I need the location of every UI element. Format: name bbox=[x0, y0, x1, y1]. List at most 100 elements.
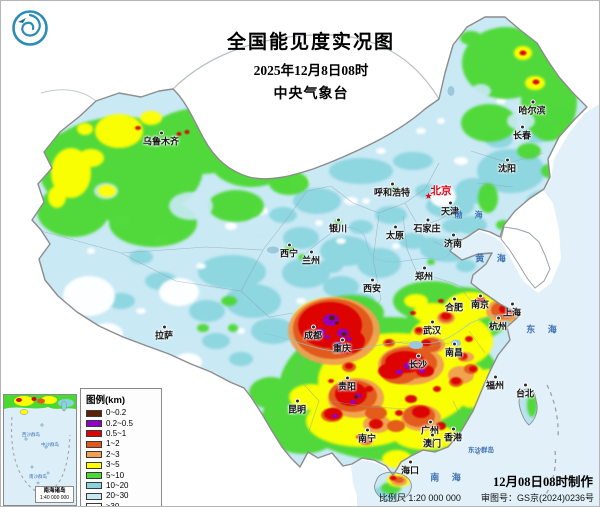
city-marker-dot bbox=[364, 427, 370, 433]
city-marker-dot bbox=[389, 181, 395, 187]
city-label-兰州: 兰州 bbox=[302, 249, 320, 266]
city-name: 台北 bbox=[515, 388, 535, 399]
legend-item: 1~2 bbox=[86, 439, 157, 449]
city-label-石家庄: 石家庄 bbox=[413, 217, 441, 234]
china-national-border bbox=[31, 16, 588, 476]
legend-item: 2~3 bbox=[86, 450, 157, 460]
city-label-乌鲁木齐: 乌鲁木齐 bbox=[143, 130, 179, 147]
legend-swatch bbox=[86, 492, 102, 500]
city-marker-dot bbox=[310, 324, 316, 330]
city-marker-dot bbox=[421, 265, 427, 271]
city-label-广州: 广州 bbox=[420, 419, 440, 436]
city-marker-dot bbox=[294, 398, 300, 404]
city-label-合肥: 合肥 bbox=[444, 296, 464, 313]
legend-label: ≥30 bbox=[106, 501, 120, 507]
city-name: 杭州 bbox=[488, 321, 508, 332]
city-label-西安: 西安 bbox=[362, 277, 382, 294]
city-name: 北京 bbox=[430, 184, 452, 197]
legend-label: 0~0.2 bbox=[106, 408, 127, 418]
city-label-杭州: 杭州 bbox=[488, 315, 508, 332]
city-name: 武汉 bbox=[422, 325, 442, 336]
legend-swatch bbox=[86, 472, 102, 480]
city-marker-dot bbox=[286, 242, 292, 248]
legend-label: 0.2~0.5 bbox=[106, 418, 133, 428]
city-label-沈阳: 沈阳 bbox=[498, 157, 516, 174]
inset-scale: 1:40 000 000 bbox=[39, 495, 70, 501]
legend-title: 图例(km) bbox=[86, 395, 126, 406]
legend-swatch bbox=[86, 451, 102, 459]
legend-label: 20~30 bbox=[106, 491, 129, 501]
city-name: 西安 bbox=[362, 283, 382, 294]
legend-item: 0~0.2 bbox=[86, 408, 157, 418]
city-marker-dot bbox=[407, 459, 413, 465]
legend-item: 3~5 bbox=[86, 460, 157, 470]
city-marker-dot bbox=[429, 319, 435, 325]
production-time: 12月08日08时制作 bbox=[492, 475, 593, 489]
korea-peninsula bbox=[500, 226, 551, 289]
city-name: 合肥 bbox=[444, 302, 464, 313]
city-name: 哈尔滨 bbox=[518, 105, 546, 116]
footer-info: 比例尺 1:20 000 000 审图号：GS京(2024)0236号 bbox=[379, 491, 594, 504]
city-name: 广州 bbox=[420, 425, 440, 436]
city-name: 香港 bbox=[443, 432, 463, 443]
city-marker-dot bbox=[161, 324, 167, 330]
city-label-天津: 天津 bbox=[441, 200, 459, 217]
legend-swatch bbox=[86, 482, 102, 490]
city-marker-dot bbox=[447, 200, 453, 206]
city-label-长沙: 长沙 bbox=[409, 353, 427, 370]
city-marker-dot bbox=[339, 337, 345, 343]
city-label-成都: 成都 bbox=[303, 324, 323, 341]
city-label-呼和浩特: 呼和浩特 bbox=[374, 181, 410, 198]
city-label-哈尔滨: 哈尔滨 bbox=[518, 99, 546, 116]
dongsha-island-dot bbox=[475, 451, 481, 455]
map-approval-number: 审图号：GS京(2024)0236号 bbox=[480, 493, 594, 503]
city-name: 成都 bbox=[303, 330, 323, 341]
city-marker-dot bbox=[415, 353, 421, 359]
city-name: 郑州 bbox=[414, 271, 434, 282]
city-label-济南: 济南 bbox=[444, 232, 462, 249]
city-name: 南昌 bbox=[444, 347, 464, 358]
legend-item: 0.2~0.5 bbox=[86, 418, 157, 428]
legend-box: 图例(km) 0~0.2 0.2~0.5 0.5~1 1~2 2~3 3~5 5~10 10~… bbox=[80, 388, 162, 507]
city-label-西宁: 西宁 bbox=[280, 242, 298, 259]
city-label-长春: 长春 bbox=[513, 124, 531, 141]
province-borders bbox=[40, 150, 544, 432]
nine-dash-line bbox=[544, 384, 559, 497]
city-marker-dot bbox=[427, 419, 433, 425]
city-marker-dot bbox=[519, 124, 525, 130]
city-marker-dot bbox=[522, 382, 528, 388]
city-marker-dot bbox=[529, 99, 535, 105]
city-label-北京: ★ 北京 bbox=[425, 184, 452, 201]
city-label-香港: 香港 bbox=[443, 426, 463, 443]
cma-logo-icon bbox=[12, 10, 48, 46]
legend-swatch bbox=[86, 440, 102, 448]
city-name: 南京 bbox=[470, 299, 490, 310]
city-label-重庆: 重庆 bbox=[333, 337, 351, 354]
city-name: 石家庄 bbox=[413, 223, 441, 234]
city-name: 昆明 bbox=[287, 404, 307, 415]
legend-swatch bbox=[86, 461, 102, 469]
city-label-上海: 上海 bbox=[503, 301, 521, 318]
city-marker-dot bbox=[495, 315, 501, 321]
visibility-shading bbox=[35, 18, 579, 500]
city-name: 海口 bbox=[400, 465, 420, 476]
city-marker-dot bbox=[451, 341, 457, 347]
legend-swatch bbox=[86, 409, 102, 417]
legend-rows: 0~0.2 0.2~0.5 0.5~1 1~2 2~3 3~5 5~10 10~20 20~30… bbox=[86, 408, 157, 507]
legend-item: 20~30 bbox=[86, 491, 157, 501]
city-label-海口: 海口 bbox=[400, 459, 420, 476]
city-marker-dot bbox=[392, 224, 398, 230]
legend-label: 10~20 bbox=[106, 480, 129, 490]
mongolia-border bbox=[172, 34, 440, 100]
legend-swatch bbox=[86, 420, 102, 428]
city-marker-dot bbox=[450, 232, 456, 238]
city-label-福州: 福州 bbox=[486, 374, 504, 391]
legend-swatch bbox=[86, 503, 102, 506]
city-name: 贵阳 bbox=[337, 381, 357, 392]
legend-label: 1~2 bbox=[106, 439, 120, 449]
city-name: 澳门 bbox=[422, 438, 442, 449]
city-name: 银川 bbox=[328, 223, 348, 234]
city-label-南昌: 南昌 bbox=[444, 341, 464, 358]
city-label-郑州: 郑州 bbox=[414, 265, 434, 282]
